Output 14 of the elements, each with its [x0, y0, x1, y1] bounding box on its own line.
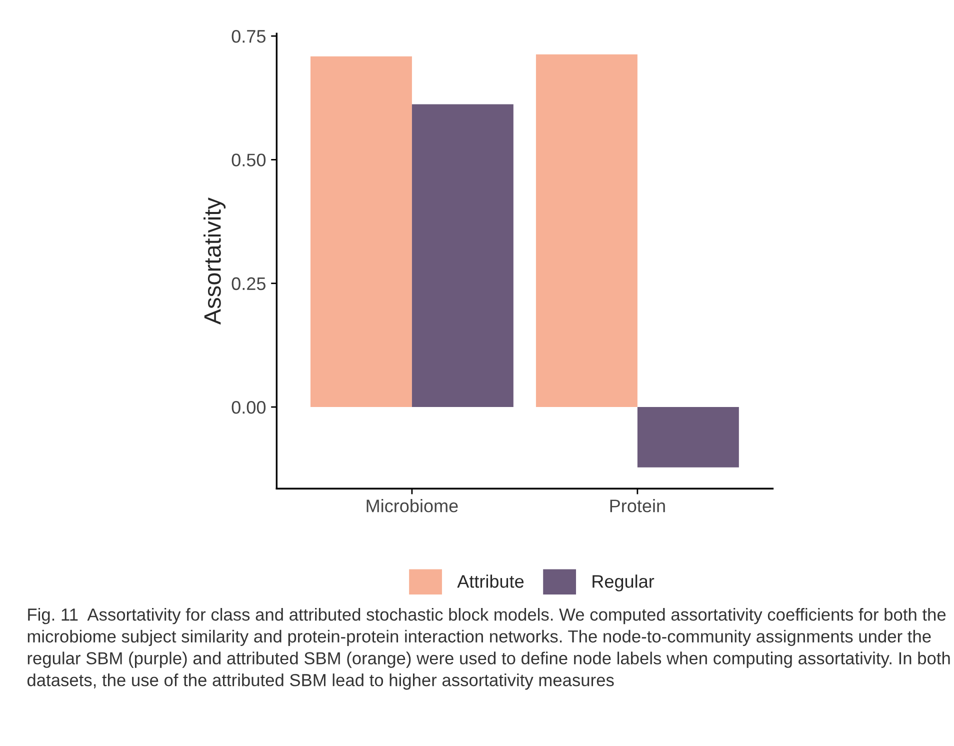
legend-label: Regular — [592, 574, 654, 592]
bar — [412, 104, 514, 408]
y-tick-label: 0.00 — [232, 400, 266, 414]
y-tick-label: 0.25 — [232, 277, 266, 290]
bar — [637, 407, 739, 468]
bar — [310, 56, 412, 408]
legend-label: Attribute — [457, 574, 524, 588]
y-tick-label: 0.75 — [232, 30, 266, 43]
x-tick-label: Microbiome — [366, 499, 458, 512]
y-tick-label: 0.50 — [232, 154, 266, 166]
x-tick-label: Protein — [610, 499, 665, 512]
y-axis-title: Assortativity — [204, 198, 226, 325]
caption: Fig. 11 Assortativity for class and attributed stochastic block models. We computed assortativity coefficients for both the microbiome subject similarity and protein-protein interaction networks. The node-to-community assignments under the regular SBM (purple) and attributed SBM (orange) were used to define node labels when computing assortativity. In both datasets, the use of the attributed SBM lead to higher assortativity measures — [27, 608, 950, 690]
bar — [536, 54, 638, 408]
